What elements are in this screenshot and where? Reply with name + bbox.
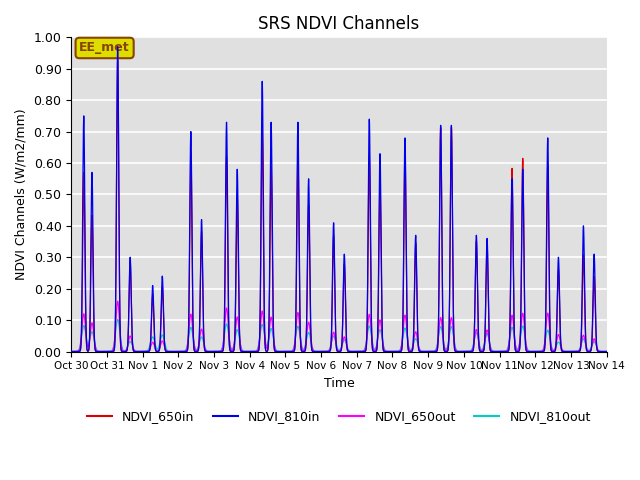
NDVI_650in xyxy=(114,58,122,63)
NDVI_810out xyxy=(114,317,122,323)
NDVI_650in xyxy=(603,348,611,354)
NDVI_650out xyxy=(601,348,609,354)
NDVI_810out xyxy=(601,348,609,354)
Line: NDVI_650out: NDVI_650out xyxy=(71,301,607,351)
NDVI_650in xyxy=(489,348,497,354)
NDVI_650out xyxy=(268,317,276,323)
NDVI_810in xyxy=(601,348,609,354)
Text: EE_met: EE_met xyxy=(79,41,130,54)
NDVI_810in xyxy=(413,281,420,287)
Legend: NDVI_650in, NDVI_810in, NDVI_650out, NDVI_810out: NDVI_650in, NDVI_810in, NDVI_650out, NDV… xyxy=(82,405,596,428)
NDVI_810in xyxy=(489,348,497,354)
NDVI_650out xyxy=(182,348,190,354)
NDVI_650in xyxy=(601,348,609,354)
NDVI_650out xyxy=(413,332,420,338)
Line: NDVI_650in: NDVI_650in xyxy=(71,60,607,351)
NDVI_650in xyxy=(182,348,190,354)
NDVI_810out xyxy=(177,348,184,354)
NDVI_810in xyxy=(603,348,611,354)
Y-axis label: NDVI Channels (W/m2/mm): NDVI Channels (W/m2/mm) xyxy=(15,108,28,280)
Line: NDVI_810in: NDVI_810in xyxy=(71,47,607,351)
Title: SRS NDVI Channels: SRS NDVI Channels xyxy=(259,15,420,33)
NDVI_810in xyxy=(173,348,180,354)
NDVI_810out xyxy=(182,347,190,353)
NDVI_810out xyxy=(489,348,497,354)
NDVI_650out xyxy=(489,348,497,354)
NDVI_810in xyxy=(67,348,75,354)
NDVI_650in xyxy=(173,348,180,354)
NDVI_810in xyxy=(268,160,276,166)
NDVI_650in xyxy=(177,348,184,354)
NDVI_810out xyxy=(603,348,611,354)
NDVI_650out xyxy=(114,299,122,304)
NDVI_810out xyxy=(413,337,420,343)
NDVI_810out xyxy=(268,327,276,333)
NDVI_810out xyxy=(173,348,180,354)
NDVI_650in xyxy=(413,286,420,292)
NDVI_650in xyxy=(67,348,75,354)
NDVI_650out xyxy=(173,348,180,354)
NDVI_810in xyxy=(114,44,122,49)
NDVI_810out xyxy=(67,348,75,354)
NDVI_810in xyxy=(177,348,184,354)
NDVI_810in xyxy=(182,348,190,354)
NDVI_650out xyxy=(177,348,184,354)
NDVI_650out xyxy=(603,348,611,354)
X-axis label: Time: Time xyxy=(324,377,355,390)
Line: NDVI_810out: NDVI_810out xyxy=(71,320,607,351)
NDVI_650out xyxy=(67,348,75,354)
NDVI_650in xyxy=(268,196,276,202)
